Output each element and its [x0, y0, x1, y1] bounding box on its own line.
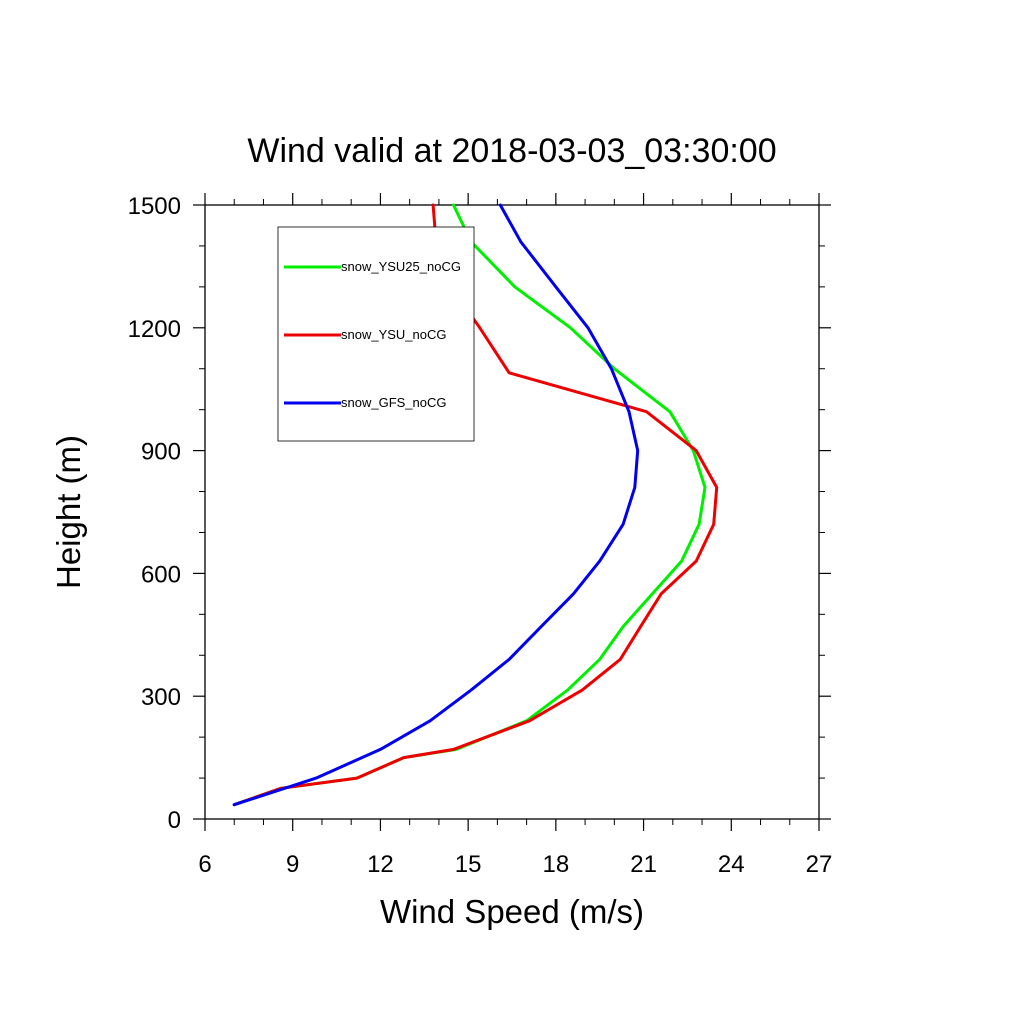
x-axis-label: Wind Speed (m/s) — [380, 893, 644, 930]
y-tick-label: 1500 — [128, 193, 181, 220]
x-tick-label: 15 — [455, 851, 482, 878]
x-tick-label: 9 — [286, 851, 299, 878]
x-tick-label: 6 — [198, 851, 211, 878]
y-axis-label: Height (m) — [50, 435, 87, 589]
y-tick-label: 900 — [141, 439, 181, 466]
x-tick-label: 18 — [543, 851, 570, 878]
series-line-snow_GFS_noCG — [232, 203, 640, 807]
y-tick-label: 300 — [141, 684, 181, 711]
x-tick-label: 21 — [630, 851, 657, 878]
plot-frame — [204, 204, 820, 820]
axis-ticks — [193, 193, 831, 831]
legend-label: snow_YSU25_noCG — [341, 259, 461, 274]
y-tick-label: 0 — [168, 807, 181, 834]
y-tick-label: 1200 — [128, 316, 181, 343]
x-tick-label: 27 — [806, 851, 833, 878]
tick-labels: 6 9 12 15 18 21 24 27 0 300 600 900 1200 1500 — [128, 193, 833, 878]
y-tick-label: 600 — [141, 561, 181, 588]
x-tick-label: 24 — [718, 851, 745, 878]
legend-label: snow_YSU_noCG — [341, 327, 447, 342]
series-line-snow_YSU_noCG — [232, 203, 719, 807]
x-tick-label: 12 — [367, 851, 394, 878]
chart-title: Wind valid at 2018-03-03_03:30:00 — [247, 132, 776, 170]
legend: snow_YSU25_noCG snow_YSU_noCG snow_GFS_noC… — [277, 226, 475, 442]
series-lines — [232, 203, 719, 807]
legend-label: snow_GFS_noCG — [341, 395, 447, 410]
